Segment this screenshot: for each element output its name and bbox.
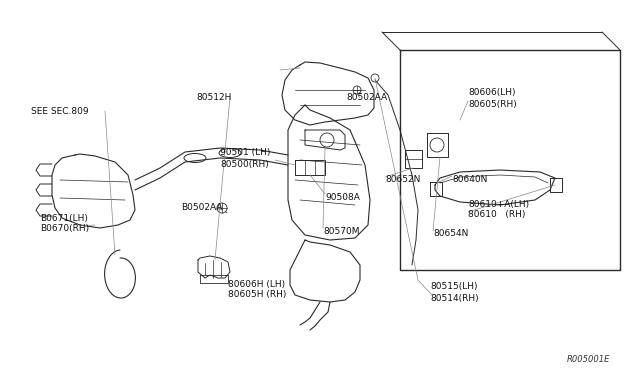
Text: R005001E: R005001E [566,356,610,365]
Text: 80515(LH): 80515(LH) [430,282,477,292]
Text: 80500(RH): 80500(RH) [220,160,269,169]
Text: 80640N: 80640N [452,174,488,183]
Text: 80654N: 80654N [433,230,468,238]
Text: 80610   (RH): 80610 (RH) [468,211,525,219]
Text: 90501 (LH): 90501 (LH) [220,148,270,157]
Text: 80610+A(LH): 80610+A(LH) [468,199,529,208]
Text: SEE SEC.809: SEE SEC.809 [31,106,88,115]
Text: B0671(LH): B0671(LH) [40,214,88,222]
Text: 80606H (LH): 80606H (LH) [228,279,285,289]
Text: 80606(LH): 80606(LH) [468,89,515,97]
Text: 80605(RH): 80605(RH) [468,99,516,109]
Text: 80512H: 80512H [196,93,232,102]
Text: B0502AA: B0502AA [181,203,223,212]
Text: B0670(RH): B0670(RH) [40,224,89,234]
Text: 80514(RH): 80514(RH) [430,294,479,302]
Text: 80570M: 80570M [323,227,360,235]
Text: 80502AA: 80502AA [346,93,387,103]
Text: 90508A: 90508A [325,192,360,202]
Text: 80605H (RH): 80605H (RH) [228,291,286,299]
Text: 80652N: 80652N [385,176,420,185]
